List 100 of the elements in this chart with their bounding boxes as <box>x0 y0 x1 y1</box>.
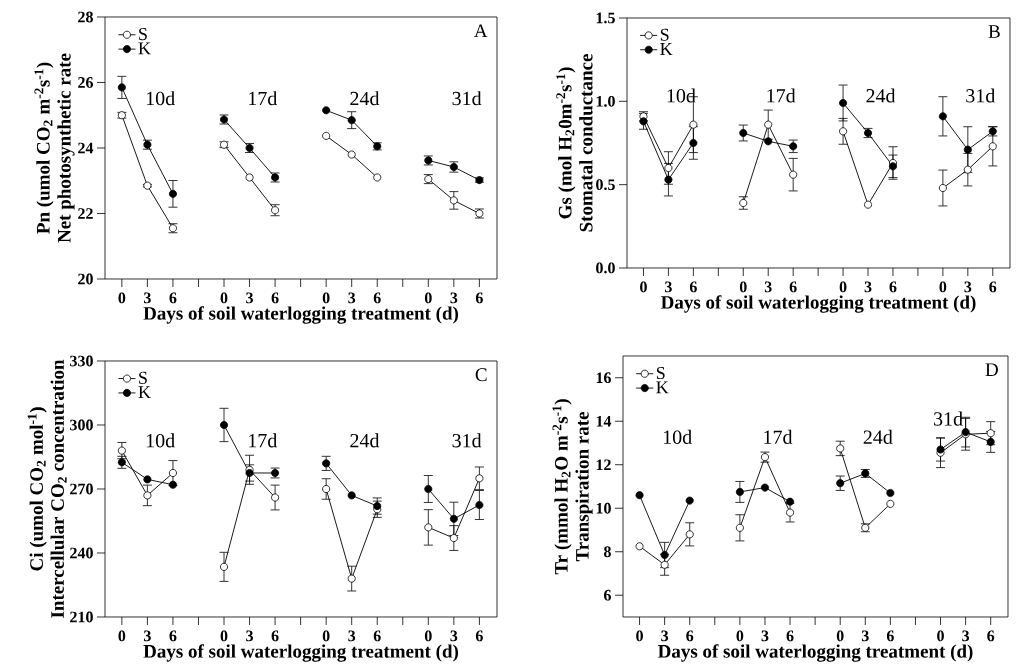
x-tick-label: 0 <box>739 281 747 293</box>
text: Ci (umol CO$_{2}$ mol$^{-1}$) <box>27 407 47 571</box>
annotation: 10d <box>146 91 175 106</box>
x-tick-label: 6 <box>169 630 177 642</box>
y-tick-label: 20 <box>78 273 93 285</box>
chart-title: A <box>474 24 488 37</box>
x-tick-label: 0 <box>118 630 126 642</box>
x-tick-label: 0 <box>939 281 947 293</box>
x-tick-label: 6 <box>271 292 279 304</box>
annotation: 10d <box>146 433 175 448</box>
annotation: 24d <box>863 429 893 444</box>
x-tick-label: 6 <box>373 292 381 304</box>
x-tick-label: 0 <box>118 292 126 304</box>
x-tick-label: 0 <box>640 281 647 293</box>
x-tick-label: 3 <box>861 630 869 642</box>
chart-title: B <box>988 25 1000 38</box>
annotation: 17d <box>249 433 278 448</box>
annotation: 24d <box>350 433 380 448</box>
x-tick-label: 3 <box>964 281 972 293</box>
x-tick-label: 0 <box>839 281 847 293</box>
y-tick-label: 1.5 <box>596 12 615 24</box>
x-tick-label: 0 <box>836 630 844 642</box>
legend-label: K <box>138 386 151 399</box>
legend-label: K <box>138 42 151 55</box>
y-tick-label: 26 <box>78 77 93 88</box>
annotation: 31d <box>934 411 963 426</box>
y-tick-label: 0.5 <box>596 179 615 191</box>
y-tick-label: 28 <box>78 11 93 23</box>
y-tick-label: 1.0 <box>596 95 615 107</box>
x-tick-label: 6 <box>786 630 794 642</box>
annotation: 10d <box>667 88 696 103</box>
text: Pn (umol CO$_{2}$ m$^{-2}$s$^{-1}$) <box>34 62 54 234</box>
y-tick-label: 270 <box>70 483 93 495</box>
y-tick-label: 24 <box>78 142 94 154</box>
y-tick-label: 16 <box>596 372 611 384</box>
y-tick-label: 240 <box>70 547 93 559</box>
x-tick-label: 3 <box>864 281 872 293</box>
annotation: 17d <box>767 88 796 103</box>
text: Transpiration rate <box>575 411 593 562</box>
annotation: 10d <box>663 429 692 444</box>
x-tick-label: 6 <box>169 292 177 304</box>
x-tick-label: 6 <box>689 281 697 293</box>
annotation: 31d <box>966 88 996 103</box>
x-tick-label: 0 <box>220 630 228 642</box>
y-tick-label: 22 <box>78 208 93 219</box>
annotation: 24d <box>866 88 896 103</box>
x-tick-label: 6 <box>789 281 797 293</box>
text: Tr (mmol H$_{2}$O m$^{-2}$s$^{-1}$) <box>552 399 572 575</box>
annotation: 17d <box>764 429 793 444</box>
y-tick-label: 0.0 <box>596 262 615 274</box>
x-tick-label: 6 <box>686 630 694 642</box>
x-tick-label: 3 <box>144 292 151 304</box>
legend-label: K <box>660 43 673 55</box>
text: Stomatal conductance <box>579 54 593 232</box>
y-tick-label: 10 <box>596 502 611 514</box>
x-tick-label: 6 <box>373 630 381 642</box>
x-axis-title: Days of soil waterlogging treatment (d) <box>660 295 976 313</box>
y-tick-label: 300 <box>70 419 93 431</box>
x-tick-label: 6 <box>475 630 483 642</box>
x-tick-label: 3 <box>450 630 458 642</box>
x-tick-label: 3 <box>246 292 253 304</box>
x-tick-label: 0 <box>220 292 228 304</box>
chart-title: C <box>475 368 487 382</box>
annotation: 31d <box>452 433 482 448</box>
x-tick-label: 0 <box>424 292 432 304</box>
text: Net photosynthetic rate <box>57 53 75 243</box>
y-tick-label: 14 <box>596 415 612 427</box>
x-tick-label: 3 <box>348 630 356 642</box>
x-tick-label: 6 <box>987 630 995 642</box>
annotation: 17d <box>249 91 278 106</box>
x-tick-label: 3 <box>661 630 669 642</box>
chart-title: D <box>985 363 998 376</box>
x-tick-label: 3 <box>665 281 672 293</box>
x-tick-label: 0 <box>736 630 744 642</box>
legend-label: S <box>139 28 147 41</box>
x-tick-label: 3 <box>761 630 769 642</box>
x-tick-label: 6 <box>989 281 997 293</box>
text: Intercellular CO$_{2}$ concentration <box>50 359 67 618</box>
x-axis-title: Days of soil waterlogging treatment (d) <box>143 644 459 662</box>
y-tick-label: 210 <box>70 611 93 623</box>
legend-label: S <box>660 28 669 41</box>
legend-label: K <box>656 381 669 394</box>
x-tick-label: 6 <box>475 292 483 304</box>
x-axis-title: Days of soil waterlogging treatment (d) <box>143 306 459 324</box>
text: Gs (mol H$_{2}$0m$^{-2}$s$^{-1}$) <box>556 67 576 219</box>
annotation: 31d <box>452 91 482 106</box>
x-tick-label: 0 <box>322 292 330 304</box>
x-tick-label: 3 <box>764 281 772 293</box>
x-tick-label: 3 <box>450 292 458 304</box>
legend-label: S <box>656 367 665 380</box>
x-tick-label: 6 <box>886 630 894 642</box>
y-tick-label: 6 <box>604 589 611 601</box>
x-tick-label: 0 <box>636 630 643 642</box>
x-tick-label: 3 <box>144 630 151 642</box>
y-tick-label: 8 <box>604 546 611 558</box>
x-tick-label: 0 <box>424 630 432 642</box>
x-tick-label: 3 <box>962 630 970 642</box>
legend-label: S <box>139 371 147 384</box>
x-tick-label: 0 <box>322 630 330 642</box>
x-tick-label: 0 <box>937 630 944 642</box>
